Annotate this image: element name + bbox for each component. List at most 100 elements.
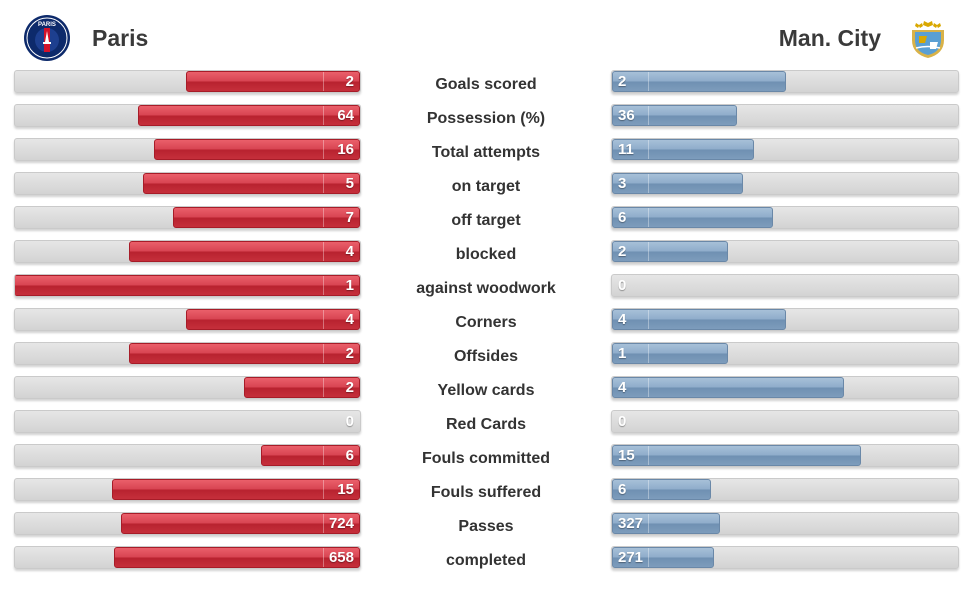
home-bar-track: 0 <box>14 410 361 433</box>
home-bar-track: 724 <box>14 512 361 535</box>
away-bar-track: 2 <box>611 70 959 93</box>
home-bar <box>143 173 360 194</box>
home-bar-track: 2 <box>14 342 361 365</box>
stat-row: 658 completed 271 <box>0 544 973 578</box>
away-value-label: 36 <box>618 107 635 124</box>
home-value-label: 2 <box>345 73 354 90</box>
home-bar-track: 4 <box>14 240 361 263</box>
home-bar-track: 658 <box>14 546 361 569</box>
away-value-label: 4 <box>618 311 627 328</box>
home-value-label: 1 <box>345 277 354 294</box>
away-bar-track: 6 <box>611 206 959 229</box>
stat-label: Fouls suffered <box>430 484 542 501</box>
away-bar <box>612 207 773 228</box>
stats-chart: 2 Goals scored 2 64 Possession (%) 36 16 Total … <box>0 68 973 578</box>
home-bar-track: 15 <box>14 478 361 501</box>
away-bar <box>612 377 844 398</box>
man-city-crest-icon <box>912 21 944 58</box>
stat-row: 64 Possession (%) 36 <box>0 102 973 136</box>
stat-label: against woodwork <box>416 280 556 297</box>
away-bar-track: 2 <box>611 240 959 263</box>
home-value-label: 4 <box>345 311 354 328</box>
home-team-name: Paris <box>92 25 149 51</box>
home-bar <box>261 445 360 466</box>
home-value-label: 15 <box>337 481 354 498</box>
home-bar-track: 64 <box>14 104 361 127</box>
stat-label: Offsides <box>453 348 518 365</box>
home-bar <box>114 547 360 568</box>
stat-row: 5 on target 3 <box>0 170 973 204</box>
away-value-label: 2 <box>618 243 627 260</box>
stat-row: 2 Yellow cards 4 <box>0 374 973 408</box>
away-bar-track: 0 <box>611 410 959 433</box>
away-bar-track: 327 <box>611 512 959 535</box>
away-value-label: 11 <box>618 141 634 158</box>
stat-label: on target <box>451 178 521 195</box>
away-bar <box>612 445 861 466</box>
away-bar <box>612 547 714 568</box>
home-value-label: 16 <box>337 141 354 158</box>
stat-row: 6 Fouls committed 15 <box>0 442 973 476</box>
home-bar <box>154 139 360 160</box>
home-value-label: 2 <box>345 345 354 362</box>
away-bar-track: 4 <box>611 376 959 399</box>
home-bar-track: 1 <box>14 274 361 297</box>
home-bar <box>129 343 360 364</box>
stat-label: Passes <box>458 518 514 535</box>
away-bar <box>612 71 786 92</box>
away-bar-track: 1 <box>611 342 959 365</box>
away-bar <box>612 479 711 500</box>
away-value-label: 3 <box>618 175 627 192</box>
stat-row: 724 Passes 327 <box>0 510 973 544</box>
away-bar <box>612 309 786 330</box>
away-team-name: Man. City <box>778 25 881 51</box>
away-bar-track: 3 <box>611 172 959 195</box>
away-value-label: 4 <box>618 379 627 396</box>
home-value-label: 2 <box>345 379 354 396</box>
away-value-label: 2 <box>618 73 627 90</box>
away-bar <box>612 173 743 194</box>
home-value-label: 724 <box>328 515 354 532</box>
away-bar <box>612 343 728 364</box>
away-value-label: 15 <box>618 447 635 464</box>
stat-row: 16 Total attempts 11 <box>0 136 973 170</box>
home-bar <box>112 479 360 500</box>
stat-row: 4 Corners 4 <box>0 306 973 340</box>
home-bar <box>186 309 360 330</box>
away-bar-track: 4 <box>611 308 959 331</box>
stat-label: Goals scored <box>435 76 537 93</box>
away-bar <box>612 513 720 534</box>
stat-label: completed <box>445 552 526 569</box>
away-value-label: 6 <box>618 209 627 226</box>
away-bar-track: 11 <box>611 138 959 161</box>
stat-label: Corners <box>455 314 517 331</box>
away-value-label: 271 <box>618 549 644 566</box>
home-bar <box>138 105 360 126</box>
away-value-label: 0 <box>618 413 627 430</box>
stat-label: Fouls committed <box>421 450 550 467</box>
home-value-label: 6 <box>345 447 354 464</box>
home-value-label: 658 <box>328 549 354 566</box>
stat-row: 2 Offsides 1 <box>0 340 973 374</box>
away-bar <box>612 139 754 160</box>
psg-crest-icon: PARIS <box>24 15 70 61</box>
stat-row: 0 Red Cards 0 <box>0 408 973 442</box>
away-value-label: 0 <box>618 277 627 294</box>
svg-text:PARIS: PARIS <box>38 22 56 28</box>
stat-label: Possession (%) <box>426 110 546 127</box>
stat-label: Red Cards <box>445 416 527 433</box>
home-bar <box>15 275 360 296</box>
home-bar-track: 6 <box>14 444 361 467</box>
home-bar <box>121 513 360 534</box>
away-bar-track: 271 <box>611 546 959 569</box>
away-bar <box>612 241 728 262</box>
home-bar <box>173 207 360 228</box>
stat-label: blocked <box>455 246 517 263</box>
home-value-label: 7 <box>345 209 354 226</box>
away-bar-track: 15 <box>611 444 959 467</box>
home-value-label: 4 <box>345 243 354 260</box>
stat-row: 1 against woodwork 0 <box>0 272 973 306</box>
home-value-label: 64 <box>337 107 354 124</box>
away-value-label: 327 <box>618 515 644 532</box>
away-bar <box>612 105 737 126</box>
